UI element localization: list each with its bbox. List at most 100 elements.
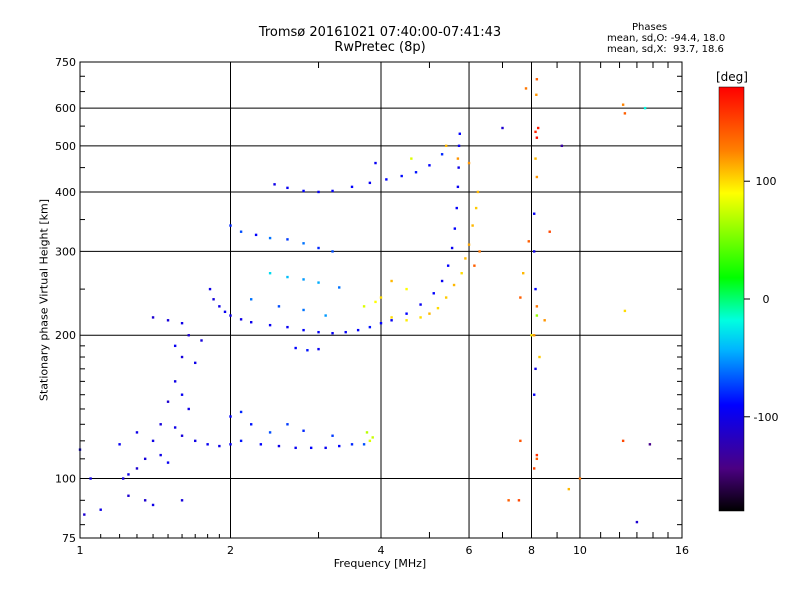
data-point	[286, 423, 289, 426]
data-point	[173, 380, 177, 383]
y-tick-label: 100	[55, 473, 76, 486]
data-points	[78, 78, 652, 524]
data-point	[385, 178, 388, 181]
data-point	[368, 181, 372, 185]
data-point	[118, 443, 121, 446]
x-tick-label: 6	[466, 544, 473, 557]
data-point	[456, 185, 460, 189]
data-point	[239, 410, 243, 414]
data-point	[452, 283, 456, 287]
data-point	[374, 161, 377, 165]
data-point	[187, 407, 190, 411]
data-point	[467, 161, 471, 165]
data-point	[229, 314, 232, 317]
data-point	[478, 250, 481, 253]
data-point	[200, 339, 203, 342]
data-point	[356, 328, 360, 332]
data-point	[501, 126, 504, 130]
data-point	[218, 305, 221, 308]
data-point	[535, 453, 539, 457]
data-point	[159, 453, 162, 457]
data-point	[239, 318, 243, 321]
data-point	[143, 499, 147, 502]
data-point	[127, 473, 130, 476]
data-point	[206, 443, 209, 446]
data-point	[317, 330, 320, 334]
data-point	[467, 243, 471, 246]
data-point	[405, 319, 408, 322]
data-point	[194, 439, 197, 443]
data-point	[578, 477, 582, 480]
data-point	[374, 300, 377, 304]
data-point	[419, 303, 422, 306]
data-point	[476, 190, 480, 194]
data-point	[538, 355, 541, 359]
data-point	[436, 306, 440, 310]
data-point	[173, 344, 177, 348]
data-point	[410, 157, 413, 160]
data-point	[536, 126, 540, 130]
data-point	[464, 257, 467, 260]
data-point	[268, 236, 272, 240]
data-point	[294, 446, 297, 450]
data-point	[254, 233, 258, 237]
colorbar-label: [deg]	[716, 70, 748, 84]
data-point	[208, 287, 212, 291]
data-point	[302, 189, 305, 193]
data-point	[239, 439, 243, 443]
x-axis-ticks: 1 2 4 6 8 10 16	[77, 62, 689, 557]
data-point	[151, 503, 155, 507]
data-point	[534, 367, 537, 371]
data-point	[324, 446, 327, 450]
colorbar-tick-label: -100	[754, 411, 779, 424]
data-point	[543, 319, 546, 322]
data-point	[324, 314, 327, 317]
data-point	[532, 212, 536, 215]
y-axis-title: Stationary phase Virtual Height [km]	[37, 198, 51, 402]
data-point	[368, 325, 372, 329]
data-point	[317, 246, 320, 250]
data-point	[306, 349, 309, 352]
x-axis-title: Frequency [MHz]	[333, 557, 427, 570]
data-point	[180, 355, 184, 359]
y-tick-label: 400	[55, 186, 76, 199]
data-point	[331, 434, 334, 437]
data-point	[350, 443, 354, 446]
data-point	[535, 457, 539, 461]
data-point	[331, 250, 334, 253]
colorbar-ticks: 100 0 -100	[744, 175, 778, 424]
data-point	[294, 346, 297, 350]
data-point	[548, 230, 551, 233]
data-point	[180, 393, 184, 396]
data-point	[229, 224, 232, 227]
data-point	[621, 439, 625, 443]
data-point	[522, 272, 525, 275]
data-point	[530, 334, 533, 337]
data-point	[259, 443, 263, 446]
data-point	[453, 227, 457, 230]
data-point	[621, 103, 625, 106]
data-point	[286, 186, 289, 190]
data-point	[519, 439, 522, 443]
data-point	[419, 316, 422, 319]
data-point	[379, 296, 383, 299]
data-point	[535, 175, 539, 179]
data-point	[390, 319, 393, 322]
data-point	[567, 487, 571, 491]
data-point	[457, 144, 461, 148]
data-point	[457, 166, 460, 169]
colorbar-tick-label: 0	[763, 293, 770, 306]
data-point	[456, 157, 460, 160]
data-point	[180, 499, 184, 502]
data-point	[151, 439, 155, 443]
data-point	[268, 431, 272, 434]
data-point	[317, 347, 320, 351]
colorbar	[718, 86, 745, 512]
data-point	[302, 242, 305, 245]
data-point	[194, 361, 197, 365]
title-line-2: RwPretec (8p)	[334, 40, 426, 55]
data-point	[362, 305, 366, 308]
y-tick-label: 750	[55, 56, 76, 69]
data-point	[239, 230, 243, 233]
